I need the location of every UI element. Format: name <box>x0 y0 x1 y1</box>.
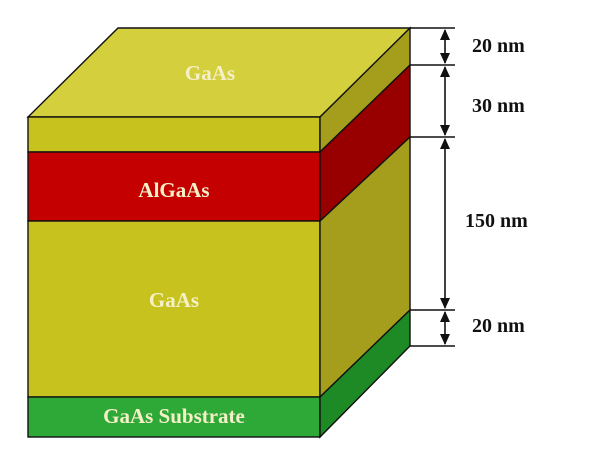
dimension-arrow-algaas <box>440 66 450 136</box>
dimension-arrow-top-gaas <box>440 29 450 64</box>
layer-label-top-gaas: GaAs <box>185 61 235 85</box>
layer-label-substrate: GaAs Substrate <box>103 404 245 428</box>
front-face-top-gaas <box>27 116 321 153</box>
front-face-algaas <box>27 151 321 222</box>
thickness-label-algaas: 30 nm <box>472 95 525 117</box>
dimension-arrow-mid-gaas <box>440 138 450 309</box>
layer-label-algaas: AlGaAs <box>138 178 209 202</box>
dimension-ticks <box>410 27 455 347</box>
thickness-label-top-gaas: 20 nm <box>472 35 525 57</box>
layer-label-mid-gaas: GaAs <box>149 288 199 312</box>
dimension-arrow-substrate <box>440 311 450 345</box>
thickness-label-substrate: 20 nm <box>472 315 525 337</box>
thickness-label-mid-gaas: 150 nm <box>465 210 528 232</box>
front-face-substrate <box>27 396 321 438</box>
